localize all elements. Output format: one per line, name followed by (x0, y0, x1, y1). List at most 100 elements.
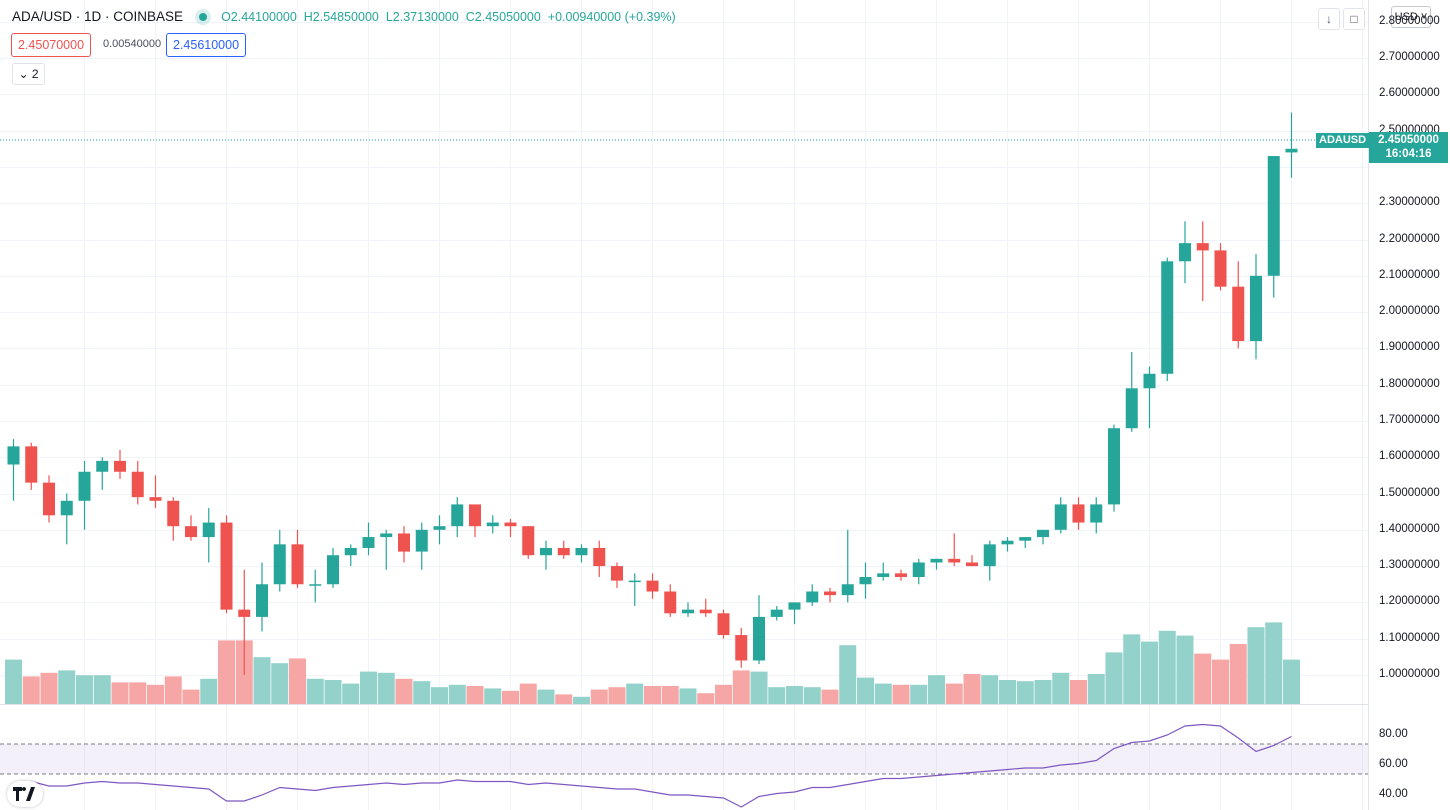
candle[interactable] (557, 540, 570, 559)
candle[interactable] (1196, 221, 1209, 302)
candle[interactable] (682, 602, 694, 617)
buy-button[interactable]: 2.45610000 (166, 33, 247, 57)
candle[interactable] (522, 526, 535, 559)
candle[interactable] (948, 533, 961, 567)
candle[interactable] (1179, 221, 1191, 284)
candle[interactable] (256, 562, 268, 632)
candle[interactable] (1250, 254, 1262, 360)
candle[interactable] (930, 558, 943, 570)
candle[interactable] (433, 515, 446, 545)
candle[interactable] (486, 515, 499, 534)
candle-body (398, 533, 410, 552)
candle[interactable] (540, 540, 552, 570)
download-button[interactable]: ↓ (1318, 8, 1340, 30)
candle[interactable] (1037, 529, 1049, 545)
candle[interactable] (717, 609, 730, 639)
candle[interactable] (114, 449, 126, 480)
candle[interactable] (966, 555, 978, 567)
volume-bar (377, 672, 395, 704)
candle[interactable] (1232, 261, 1245, 349)
candle[interactable] (575, 544, 588, 563)
candle[interactable] (788, 602, 801, 625)
candle[interactable] (877, 562, 890, 581)
candle-body (1161, 261, 1174, 374)
candle[interactable] (167, 497, 180, 541)
candle-body (735, 635, 748, 661)
candle[interactable] (309, 569, 322, 603)
candle[interactable] (628, 573, 641, 607)
volume-bar (484, 688, 502, 704)
candle[interactable] (202, 508, 215, 563)
volume-bar (5, 659, 22, 704)
price-axis-label: 1.80000000 (1379, 377, 1440, 390)
candle[interactable] (806, 584, 819, 607)
candle-body (983, 544, 996, 567)
candle[interactable] (735, 627, 748, 668)
candle[interactable] (398, 526, 410, 563)
chevron-down-icon: ˅ (1420, 11, 1428, 23)
candle[interactable] (78, 460, 91, 530)
candle[interactable] (912, 558, 925, 585)
volume-bar (40, 672, 58, 704)
currency-selector[interactable]: USD ˅ (1391, 6, 1431, 28)
candle[interactable] (469, 504, 481, 538)
candle[interactable] (96, 457, 109, 490)
candle[interactable] (1161, 257, 1174, 382)
candle[interactable] (1090, 497, 1103, 534)
candle[interactable] (451, 497, 464, 538)
tradingview-logo[interactable] (7, 781, 43, 807)
candle[interactable] (415, 522, 428, 570)
candle[interactable] (770, 606, 783, 621)
candle[interactable] (841, 529, 854, 603)
candle[interactable] (60, 493, 73, 545)
candle[interactable] (504, 518, 517, 538)
candle[interactable] (149, 475, 162, 509)
volume-bar (555, 694, 573, 704)
candle[interactable] (291, 529, 304, 588)
candle[interactable] (238, 569, 251, 675)
candle[interactable] (646, 573, 659, 599)
sell-button[interactable]: 2.45070000 (11, 33, 92, 57)
fullscreen-button[interactable]: □ (1343, 8, 1365, 30)
indicators-toggle-button[interactable]: ⌄ 2 (12, 63, 45, 85)
candle[interactable] (185, 515, 197, 541)
candle[interactable] (220, 515, 233, 614)
candle[interactable] (1125, 352, 1138, 432)
candle[interactable] (7, 439, 20, 501)
candle[interactable] (859, 562, 872, 599)
candle[interactable] (380, 529, 393, 570)
price-axis-label: 2.30000000 (1379, 196, 1440, 209)
candle-body (167, 500, 180, 527)
candle[interactable] (131, 460, 144, 505)
candle[interactable] (1072, 497, 1085, 530)
candle[interactable] (593, 540, 606, 577)
candle-body (1285, 148, 1298, 153)
symbol-title[interactable]: ADA/USD · 1D · COINBASE (12, 9, 184, 24)
candle[interactable] (362, 522, 375, 556)
candle[interactable] (327, 547, 339, 588)
candle[interactable] (344, 544, 357, 567)
candle[interactable] (983, 540, 996, 581)
candle[interactable] (1267, 156, 1280, 298)
candle[interactable] (1001, 537, 1014, 552)
candle[interactable] (43, 475, 55, 523)
candle[interactable] (664, 584, 677, 617)
candle[interactable] (1108, 424, 1120, 512)
candle-body (1054, 504, 1067, 530)
candle[interactable] (273, 529, 286, 592)
volume-bar (324, 680, 342, 704)
candle[interactable] (1143, 366, 1156, 429)
candle[interactable] (895, 569, 907, 581)
candle[interactable] (753, 595, 765, 665)
candle[interactable] (611, 562, 623, 588)
candle[interactable] (1214, 243, 1227, 291)
candle[interactable] (1019, 537, 1032, 548)
candle[interactable] (1285, 112, 1298, 178)
candle[interactable] (1054, 497, 1067, 534)
candle[interactable] (824, 587, 836, 603)
candle[interactable] (699, 598, 712, 617)
candle[interactable] (25, 442, 38, 490)
tradingview-logo-icon (13, 787, 35, 801)
volume-bar (715, 684, 732, 704)
